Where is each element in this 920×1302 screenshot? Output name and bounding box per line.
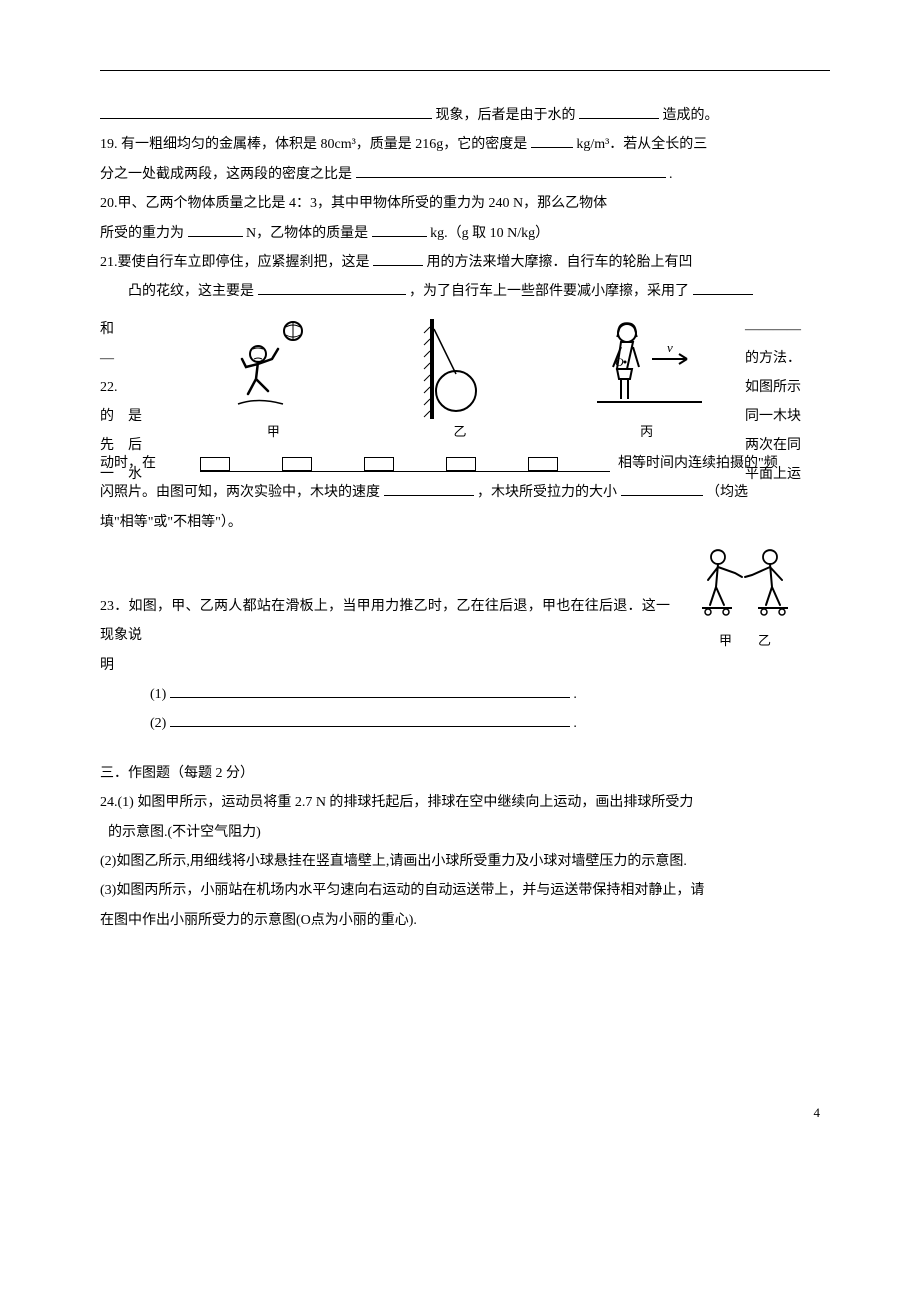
text: N，乙物体的质量是 <box>246 226 368 241</box>
block-icon <box>282 457 312 471</box>
t: 一 水 <box>100 467 142 482</box>
page-top-rule <box>100 70 830 71</box>
text: 所受的重力为 <box>100 226 184 241</box>
blank <box>188 223 243 237</box>
text: 在图中作出小丽所受力的示意图(O点为小丽的重心). <box>100 913 417 928</box>
q24-3b: 在图中作出小丽所受力的示意图(O点为小丽的重心). <box>100 906 830 935</box>
text: . <box>669 167 673 182</box>
text: 用的方法来增大摩擦．自行车的轮胎上有凹 <box>427 255 693 270</box>
t: 22. <box>100 380 118 395</box>
text: 凸的花纹，这主要是 <box>128 284 254 299</box>
blank <box>693 281 753 295</box>
t: 的 是 <box>100 409 142 424</box>
q19-line2: 分之一处截成两段，这两段的密度之比是 . <box>100 160 830 189</box>
q23-sub2: (2) . <box>100 709 830 738</box>
q18-line: 现象，后者是由于水的 造成的。 <box>100 101 830 130</box>
text: 24.(1) 如图甲所示，运动员将重 2.7 N 的排球托起后，排球在空中继续向… <box>100 795 693 810</box>
blank <box>100 105 432 119</box>
text: 三．作图题（每题 2 分） <box>100 766 254 781</box>
q21-line2: 凸的花纹，这主要是 ，为了自行车上一些部件要减小摩擦，采用了 <box>100 277 830 306</box>
blank <box>356 164 666 178</box>
page-number: 4 <box>100 1105 830 1121</box>
blank <box>373 252 423 266</box>
blank <box>170 684 570 698</box>
text: 明 <box>100 658 114 673</box>
fig-label: 丙 <box>640 421 653 440</box>
text: ，为了自行车上一些部件要减小摩擦，采用了 <box>409 284 689 299</box>
text: . <box>573 716 577 731</box>
t: 先 后 <box>100 438 142 453</box>
girl-conveyor-icon: O v <box>587 319 707 419</box>
text: (2)如图乙所示,用细线将小球悬挂在竖直墙壁上,请画出小球所受重力及小球对墙壁压… <box>100 854 687 869</box>
t: 平面上运 <box>745 467 801 482</box>
blank <box>621 482 703 496</box>
text: kg/m³．若从全长的三 <box>576 137 707 152</box>
text: (1) <box>150 687 166 702</box>
q20-line1: 20.甲、乙两个物体质量之比是 4：3，其中甲物体所受的重力为 240 N，那么… <box>100 189 830 218</box>
q23-figure: 甲 乙 <box>690 545 800 649</box>
blank <box>372 223 427 237</box>
fig-label: 甲 乙 <box>690 630 800 649</box>
text: ，木块所受拉力的大小 <box>477 485 617 500</box>
text: 填"相等"或"不相等"）。 <box>100 515 242 530</box>
text: 的示意图.(不计空气阻力) <box>108 825 261 840</box>
block-icon <box>200 457 230 471</box>
q22-line3: 填"相等"或"不相等"）。 <box>100 508 830 537</box>
t: 两次在同 <box>745 438 801 453</box>
fig-jia: 甲 <box>180 319 367 440</box>
text: 19. 有一粗细均匀的金属棒，体积是 80cm³，质量是 216g，它的密度是 <box>100 137 527 152</box>
q22-strobe-row: 动时，在 相等时间内连续拍摄的"频 <box>100 449 830 478</box>
blank <box>579 105 659 119</box>
text: 21.要使自行车立即停住，应紧握刹把，这是 <box>100 255 370 270</box>
t: 的方法． <box>745 351 801 366</box>
q24-figures-row: 甲 乙 <box>180 315 740 445</box>
block-icon <box>364 457 394 471</box>
blank <box>258 281 406 295</box>
q22-line2: 闪照片。由图可知，两次实验中，木块的速度 ，木块所受拉力的大小 （均选 <box>100 478 830 507</box>
text: 造成的。 <box>663 108 719 123</box>
text: 23．如图，甲、乙两人都站在滑板上，当甲用力推乙时，乙在往后退，甲也在往后退．这… <box>100 599 670 643</box>
blank <box>170 713 570 727</box>
q24-2: (2)如图乙所示,用细线将小球悬挂在竖直墙壁上,请画出小球所受重力及小球对墙壁压… <box>100 847 830 876</box>
block-icon <box>528 457 558 471</box>
t: 如图所示 <box>745 380 801 395</box>
q22-region: 和 — 22. 的 是 先 后 一 水 ———— 的方法． 如图所示 同一木块 … <box>100 315 830 478</box>
skateboard-push-icon <box>690 545 800 625</box>
text: 现象，后者是由于水的 <box>436 108 576 123</box>
text: (3)如图丙所示，小丽站在机场内水平匀速向右运动的自动运送带上，并与运送带保持相… <box>100 883 704 898</box>
text: 20.甲、乙两个物体质量之比是 4：3，其中甲物体所受的重力为 240 N，那么… <box>100 196 607 211</box>
t: 和 <box>100 322 114 337</box>
text: 分之一处截成两段，这两段的密度之比是 <box>100 167 352 182</box>
t: ———— <box>745 322 801 337</box>
q24-1b: 的示意图.(不计空气阻力) <box>100 818 830 847</box>
blank <box>384 482 474 496</box>
ball-on-wall-icon <box>420 319 500 419</box>
volleyball-player-icon <box>228 319 318 419</box>
section3-title: 三．作图题（每题 2 分） <box>100 759 830 788</box>
t: — <box>100 351 114 366</box>
text: kg.（g 取 10 N/kg） <box>430 226 549 241</box>
q20-line2: 所受的重力为 N，乙物体的质量是 kg.（g 取 10 N/kg） <box>100 219 830 248</box>
text: . <box>573 687 577 702</box>
text: （均选 <box>706 485 748 500</box>
t: 同一木块 <box>745 409 801 424</box>
q24-3a: (3)如图丙所示，小丽站在机场内水平匀速向右运动的自动运送带上，并与运送带保持相… <box>100 876 830 905</box>
q19-line1: 19. 有一粗细均匀的金属棒，体积是 80cm³，质量是 216g，它的密度是 … <box>100 130 830 159</box>
blank <box>531 134 573 148</box>
svg-text:O: O <box>615 355 624 369</box>
q23-line2: 明 <box>100 651 830 680</box>
text: (2) <box>150 716 166 731</box>
fig-label: 乙 <box>454 421 467 440</box>
q21-line1: 21.要使自行车立即停住，应紧握刹把，这是 用的方法来增大摩擦．自行车的轮胎上有… <box>100 248 830 277</box>
block-icon <box>446 457 476 471</box>
q23-sub1: (1) . <box>100 680 830 709</box>
fig-bing: O v 丙 <box>553 319 740 440</box>
fig-label: 甲 <box>267 421 280 440</box>
strobe-diagram <box>200 457 610 472</box>
fig-yi: 乙 <box>367 319 554 440</box>
q24-1a: 24.(1) 如图甲所示，运动员将重 2.7 N 的排球托起后，排球在空中继续向… <box>100 788 830 817</box>
svg-text:v: v <box>667 340 673 355</box>
